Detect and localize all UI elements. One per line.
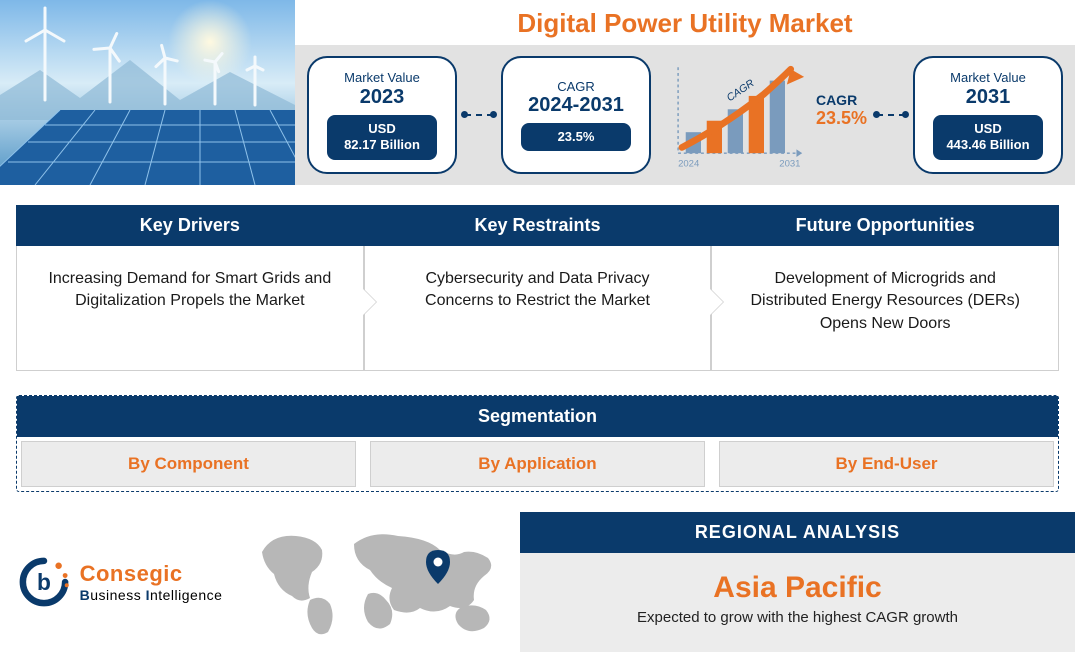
metrics-band: Market Value 2023 USD 82.17 Billion CAGR… <box>295 45 1075 185</box>
svg-text:2024: 2024 <box>678 159 700 170</box>
world-map <box>240 512 520 652</box>
segmentation: Segmentation By Component By Application… <box>16 395 1059 492</box>
regional-analysis: REGIONAL ANALYSIS Asia Pacific Expected … <box>520 512 1075 652</box>
regional-body: Asia Pacific Expected to grow with the h… <box>520 553 1075 652</box>
segmentation-title: Segmentation <box>17 396 1058 437</box>
col-key-restraints: Key Restraints Cybersecurity and Data Pr… <box>364 205 712 371</box>
connector-dots <box>877 114 905 116</box>
cagr-annot-label: CAGR <box>816 92 867 108</box>
brand-b: B <box>80 587 91 603</box>
seg-cell-component: By Component <box>21 441 356 487</box>
metric-year: 2023 <box>360 86 405 109</box>
cagr-annot-value: 23.5% <box>816 108 867 129</box>
col-head: Key Drivers <box>16 205 364 246</box>
col-key-drivers: Key Drivers Increasing Demand for Smart … <box>16 205 364 371</box>
metric-value: USD 82.17 Billion <box>327 115 437 160</box>
metric-card-cagr: CAGR 2024-2031 23.5% <box>501 56 651 174</box>
hero-renewables-image <box>0 0 295 185</box>
col-head: Key Restraints <box>364 205 712 246</box>
hero-row: Digital Power Utility Market Market Valu… <box>0 0 1075 185</box>
brand-word1: Consegic <box>80 561 183 586</box>
seg-cell-enduser: By End-User <box>719 441 1054 487</box>
brand-text: Consegic Business Intelligence <box>80 561 223 603</box>
regional-head: REGIONAL ANALYSIS <box>520 512 1075 553</box>
consegic-logo-icon: b <box>18 556 70 608</box>
brand-logo: b Consegic Business Intelligence <box>0 512 240 652</box>
metric-label: Market Value <box>950 70 1026 86</box>
metric-year: 2031 <box>966 86 1011 109</box>
regional-region: Asia Pacific <box>530 571 1065 605</box>
growth-chart: CAGR 2024 2031 CAGR 23.5% <box>659 56 869 174</box>
svg-text:2031: 2031 <box>779 159 800 170</box>
metric-value: USD 443.46 Billion <box>933 115 1043 160</box>
col-body: Increasing Demand for Smart Grids and Di… <box>16 246 364 371</box>
brand-ntelligence: ntelligence <box>150 587 222 603</box>
metric-card-2031: Market Value 2031 USD 443.46 Billion <box>913 56 1063 174</box>
metric-label: CAGR <box>557 79 595 95</box>
metric-label: Market Value <box>344 70 420 86</box>
three-columns: Key Drivers Increasing Demand for Smart … <box>16 205 1059 371</box>
hero-right: Digital Power Utility Market Market Valu… <box>295 0 1075 185</box>
brand-word2: Business Intelligence <box>80 587 223 603</box>
svg-text:b: b <box>37 569 51 595</box>
brand-usiness: usiness <box>90 587 145 603</box>
notch-icon <box>362 288 376 316</box>
segmentation-row: By Component By Application By End-User <box>17 437 1058 491</box>
metric-year: 2024-2031 <box>528 94 624 117</box>
seg-cell-application: By Application <box>370 441 705 487</box>
metric-card-2023: Market Value 2023 USD 82.17 Billion <box>307 56 457 174</box>
notch-icon <box>709 288 723 316</box>
regional-sub: Expected to grow with the highest CAGR g… <box>530 609 1065 626</box>
col-body: Cybersecurity and Data Privacy Concerns … <box>364 246 712 371</box>
bottom-row: b Consegic Business Intelligence <box>0 512 1075 652</box>
col-head: Future Opportunities <box>711 205 1059 246</box>
col-future-opportunities: Future Opportunities Development of Micr… <box>711 205 1059 371</box>
connector-dots <box>465 114 493 116</box>
col-body: Development of Microgrids and Distribute… <box>711 246 1059 371</box>
metric-value: 23.5% <box>521 123 631 151</box>
page-title: Digital Power Utility Market <box>295 0 1075 45</box>
cagr-annotation: CAGR 23.5% <box>816 92 867 129</box>
